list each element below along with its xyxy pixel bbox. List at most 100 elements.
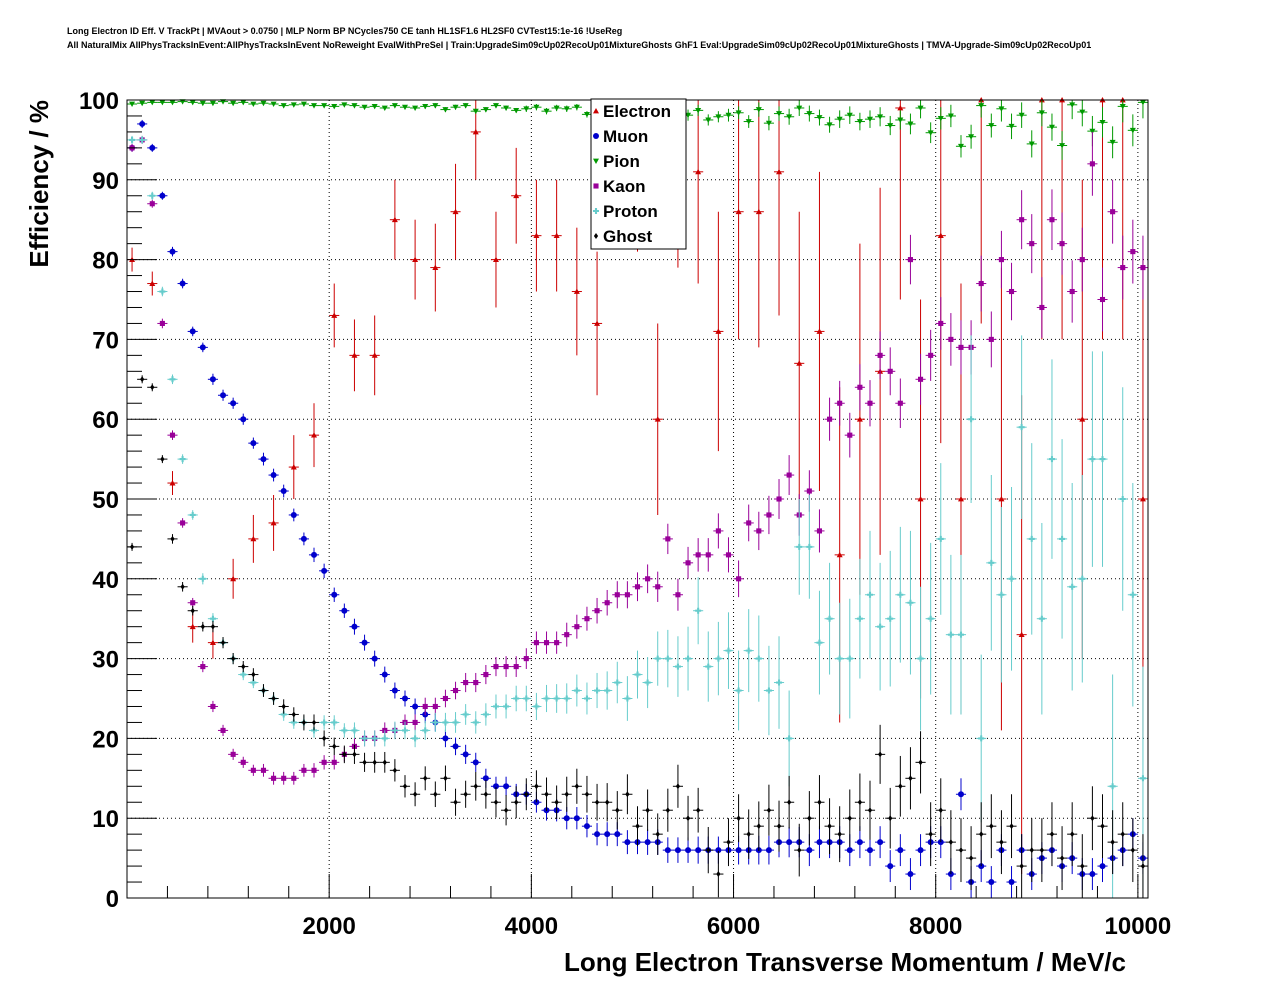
kaon-point <box>622 581 633 609</box>
kaon-point <box>308 763 320 778</box>
proton-point <box>369 730 380 747</box>
ghost-point <box>1067 802 1078 867</box>
kaon-point <box>895 378 906 428</box>
proton-point <box>389 721 400 740</box>
kaon-point <box>329 755 340 770</box>
ghost-point <box>693 787 704 833</box>
ghost-point <box>763 784 774 836</box>
pion-point <box>743 115 754 128</box>
ghost-point <box>955 818 967 883</box>
kaon-point <box>955 320 967 375</box>
kaon-point <box>288 771 299 785</box>
kaon-point <box>1127 219 1138 284</box>
proton-point <box>784 690 795 787</box>
proton-point <box>854 558 865 679</box>
proton-point <box>592 672 603 709</box>
muon-point <box>339 603 350 618</box>
proton-point <box>420 720 431 740</box>
pion-point <box>713 111 724 123</box>
kaon-point <box>632 572 643 602</box>
header-line-1: Long Electron ID Eff. V TrackPt | MVAout… <box>67 26 622 36</box>
ghost-point <box>238 660 249 673</box>
kaon-point <box>652 571 663 602</box>
pion-point <box>854 112 865 131</box>
kaon-point <box>602 589 613 616</box>
kaon-point <box>571 614 582 639</box>
pion-point <box>127 101 138 107</box>
proton-point <box>905 530 916 675</box>
proton-point <box>612 661 623 704</box>
ghost-point <box>541 777 552 812</box>
ghost-point <box>177 581 188 592</box>
kaon-point <box>430 697 441 716</box>
proton-point <box>319 715 330 730</box>
x-tick-label: 10000 <box>1105 913 1172 940</box>
y-axis-title: Efficiency / % <box>24 100 54 268</box>
proton-point <box>1117 387 1128 611</box>
ghost-point <box>410 782 421 807</box>
kaon-point <box>561 622 572 647</box>
ghost-point <box>369 751 380 773</box>
ghost-point <box>359 752 370 772</box>
ghost-point <box>925 802 936 867</box>
ghost-point <box>167 534 178 544</box>
kaon-point <box>693 538 704 572</box>
kaon-point <box>612 581 623 609</box>
kaon-point <box>642 564 653 594</box>
proton-point <box>1067 483 1078 691</box>
kaon-point <box>986 311 997 368</box>
pion-point <box>490 103 502 109</box>
ghost-point <box>895 755 906 817</box>
ghost-point <box>197 621 208 632</box>
x-axis-title: Long Electron Transverse Momentum / MeV/… <box>564 947 1126 977</box>
pion-point <box>935 107 946 130</box>
pion-point <box>511 107 522 114</box>
muon-point <box>693 836 704 864</box>
proton-point <box>763 645 774 736</box>
proton-point <box>895 526 906 663</box>
kaon-point <box>450 681 461 700</box>
electron-point <box>430 223 441 312</box>
pion-point <box>753 102 764 117</box>
muon-point <box>450 737 461 756</box>
kaon-point <box>197 660 208 673</box>
electron-point <box>1117 97 1128 340</box>
kaon-point <box>521 648 532 669</box>
pion-point <box>521 105 532 112</box>
ghost-point <box>703 826 714 874</box>
x-tick-label: 8000 <box>909 913 962 940</box>
muon-point <box>319 563 330 579</box>
kaon-point <box>319 755 330 770</box>
ghost-point <box>147 383 158 392</box>
muon-point <box>410 698 421 715</box>
kaon-point <box>248 764 259 776</box>
ghost-point <box>1046 802 1058 867</box>
pion-point <box>187 99 198 106</box>
y-tick-label: 30 <box>92 647 119 674</box>
pion-point <box>784 108 795 125</box>
ghost-point <box>339 745 350 764</box>
pion-point <box>268 101 279 107</box>
proton-point <box>1077 475 1088 683</box>
proton-point <box>1097 351 1108 567</box>
axis-ticks <box>127 99 1139 899</box>
electron-point <box>389 179 400 260</box>
proton-point <box>470 711 481 734</box>
proton-point <box>834 602 845 715</box>
proton-point <box>966 335 977 503</box>
ghost-point <box>298 714 309 731</box>
ghost-point <box>470 771 481 801</box>
kaon-point <box>784 455 795 496</box>
pion-point <box>157 99 168 106</box>
pion-point <box>1137 99 1148 119</box>
pion-point <box>298 101 309 107</box>
ghost-point <box>814 775 825 830</box>
proton-point <box>177 454 188 464</box>
muon-point <box>905 858 916 891</box>
pion-point <box>895 110 906 130</box>
legend-entry-electron: Electron <box>593 102 671 121</box>
ghost-point <box>592 783 603 821</box>
muon-point <box>238 413 249 425</box>
muon-point <box>672 837 683 863</box>
